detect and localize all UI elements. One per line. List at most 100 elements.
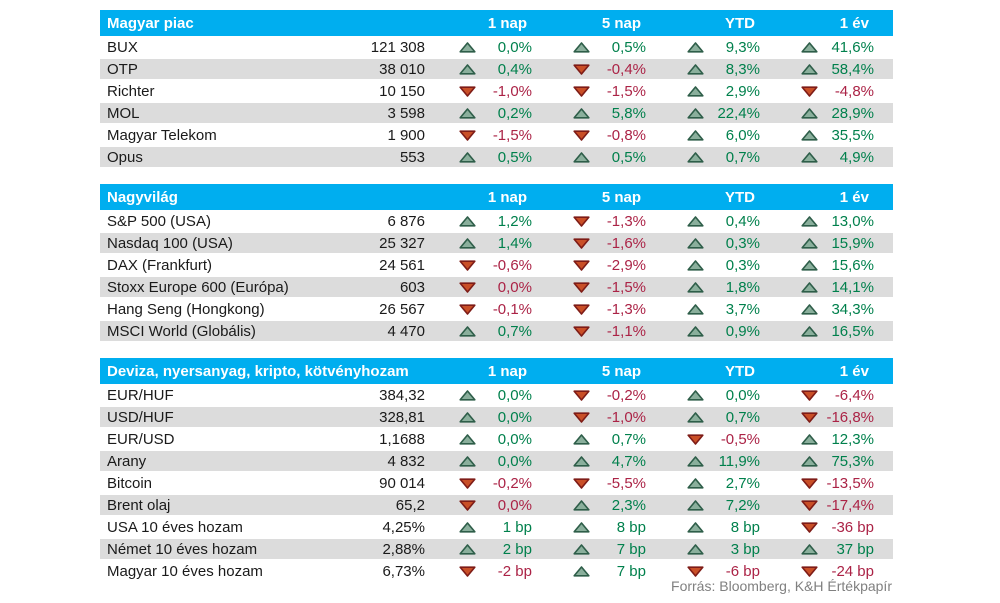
down-arrow-icon bbox=[459, 281, 476, 293]
up-arrow-icon bbox=[459, 151, 476, 163]
change-value: 0,5% bbox=[611, 148, 646, 166]
change-value: 15,6% bbox=[831, 256, 874, 274]
column-header-2: 5 nap bbox=[601, 14, 641, 32]
market-table: Nagyvilág 1 nap 5 nap YTD 1 év S&P 500 (… bbox=[100, 184, 893, 342]
source-note: Forrás: Bloomberg, K&H Értékpapír bbox=[671, 578, 892, 594]
down-arrow-icon bbox=[459, 477, 476, 489]
change-cell: -1,1% bbox=[539, 323, 653, 340]
instrument-name: Opus bbox=[107, 148, 143, 166]
change-cell: -5,5% bbox=[539, 475, 653, 492]
change-value: -1,3% bbox=[606, 300, 646, 318]
change-value: -4,8% bbox=[834, 82, 874, 100]
change-value: -1,3% bbox=[606, 212, 646, 230]
change-cell: 0,7% bbox=[539, 431, 653, 448]
change-value: -6 bp bbox=[725, 562, 760, 580]
change-value: 0,0% bbox=[497, 38, 532, 56]
instrument-value: 4 470 bbox=[387, 322, 425, 340]
up-arrow-icon bbox=[687, 129, 704, 141]
change-value: 0,4% bbox=[497, 60, 532, 78]
table-row: Magyar 10 éves hozam 6,73% -2 bp 7 bp -6… bbox=[100, 560, 893, 582]
down-arrow-icon bbox=[459, 259, 476, 271]
up-arrow-icon bbox=[687, 389, 704, 401]
table-header: Deviza, nyersanyag, kripto, kötvényhozam… bbox=[100, 358, 893, 384]
change-value: -1,5% bbox=[492, 126, 532, 144]
instrument-name: Arany bbox=[107, 452, 147, 470]
instrument-name: Stoxx Europe 600 (Európa) bbox=[107, 278, 289, 296]
change-value: 4,9% bbox=[839, 148, 874, 166]
change-value: 13,0% bbox=[831, 212, 874, 230]
up-arrow-icon bbox=[687, 107, 704, 119]
change-value: -0,2% bbox=[492, 474, 532, 492]
change-value: 34,3% bbox=[831, 300, 874, 318]
up-arrow-icon bbox=[687, 63, 704, 75]
down-arrow-icon bbox=[573, 303, 590, 315]
change-cell: -36 bp bbox=[767, 519, 881, 536]
table-row: S&P 500 (USA) 6 876 1,2% -1,3% 0,4% 13,0… bbox=[100, 210, 893, 232]
change-cell: -0,2% bbox=[539, 387, 653, 404]
change-cell: -2,9% bbox=[539, 257, 653, 274]
up-arrow-icon bbox=[687, 85, 704, 97]
change-cell: 28,9% bbox=[767, 105, 881, 122]
change-cell: -1,5% bbox=[425, 127, 539, 144]
change-cell: 7 bp bbox=[539, 563, 653, 580]
up-arrow-icon bbox=[687, 41, 704, 53]
change-cell: 58,4% bbox=[767, 61, 881, 78]
change-value: -0,1% bbox=[492, 300, 532, 318]
instrument-name: Magyar Telekom bbox=[107, 126, 217, 144]
change-cell: 13,0% bbox=[767, 213, 881, 230]
up-arrow-icon bbox=[801, 281, 818, 293]
change-cell: 22,4% bbox=[653, 105, 767, 122]
change-value: -1,0% bbox=[492, 82, 532, 100]
instrument-value: 603 bbox=[399, 278, 425, 296]
up-arrow-icon bbox=[801, 303, 818, 315]
up-arrow-icon bbox=[459, 411, 476, 423]
down-arrow-icon bbox=[573, 477, 590, 489]
down-arrow-icon bbox=[801, 499, 818, 511]
instrument-name: BUX bbox=[107, 38, 138, 56]
change-cell: -0,2% bbox=[425, 475, 539, 492]
change-cell: 41,6% bbox=[767, 39, 881, 56]
change-cell: -1,0% bbox=[539, 409, 653, 426]
up-arrow-icon bbox=[687, 215, 704, 227]
table-row: OTP 38 010 0,4% -0,4% 8,3% 58,4% bbox=[100, 58, 893, 80]
change-value: -1,1% bbox=[606, 322, 646, 340]
change-cell: -17,4% bbox=[767, 497, 881, 514]
change-cell: 0,0% bbox=[425, 431, 539, 448]
change-cell: -6 bp bbox=[653, 563, 767, 580]
change-value: -17,4% bbox=[826, 496, 874, 514]
change-value: 0,2% bbox=[497, 104, 532, 122]
up-arrow-icon bbox=[801, 215, 818, 227]
change-value: 0,0% bbox=[497, 386, 532, 404]
up-arrow-icon bbox=[801, 63, 818, 75]
change-cell: 0,5% bbox=[425, 149, 539, 166]
up-arrow-icon bbox=[801, 237, 818, 249]
change-value: -6,4% bbox=[834, 386, 874, 404]
change-cell: 8 bp bbox=[653, 519, 767, 536]
column-header-3: YTD bbox=[725, 14, 755, 32]
instrument-name: MOL bbox=[107, 104, 140, 122]
change-value: 0,0% bbox=[497, 408, 532, 426]
change-value: -2 bp bbox=[497, 562, 532, 580]
change-cell: 8 bp bbox=[539, 519, 653, 536]
change-cell: 37 bp bbox=[767, 541, 881, 558]
down-arrow-icon bbox=[573, 325, 590, 337]
up-arrow-icon bbox=[687, 455, 704, 467]
table-row: MOL 3 598 0,2% 5,8% 22,4% 28,9% bbox=[100, 102, 893, 124]
change-cell: 5,8% bbox=[539, 105, 653, 122]
change-value: 4,7% bbox=[611, 452, 646, 470]
change-value: 0,5% bbox=[497, 148, 532, 166]
up-arrow-icon bbox=[459, 521, 476, 533]
change-value: 0,3% bbox=[725, 234, 760, 252]
up-arrow-icon bbox=[801, 325, 818, 337]
instrument-value: 121 308 bbox=[370, 38, 425, 56]
column-header-2: 5 nap bbox=[601, 188, 641, 206]
table-row: BUX 121 308 0,0% 0,5% 9,3% 41,6% bbox=[100, 36, 893, 58]
up-arrow-icon bbox=[687, 521, 704, 533]
instrument-value: 3 598 bbox=[387, 104, 425, 122]
change-cell: 0,4% bbox=[425, 61, 539, 78]
down-arrow-icon bbox=[801, 477, 818, 489]
instrument-value: 26 567 bbox=[379, 300, 425, 318]
change-cell: -13,5% bbox=[767, 475, 881, 492]
instrument-name: Magyar 10 éves hozam bbox=[107, 562, 263, 580]
